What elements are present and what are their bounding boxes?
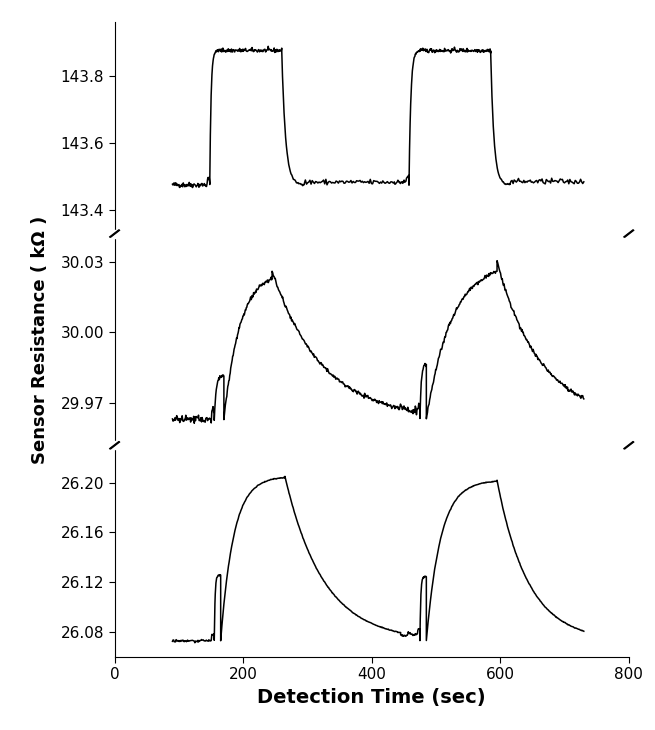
X-axis label: Detection Time (sec): Detection Time (sec): [257, 688, 486, 707]
Y-axis label: Sensor Resistance ( kΩ ): Sensor Resistance ( kΩ ): [31, 215, 50, 464]
